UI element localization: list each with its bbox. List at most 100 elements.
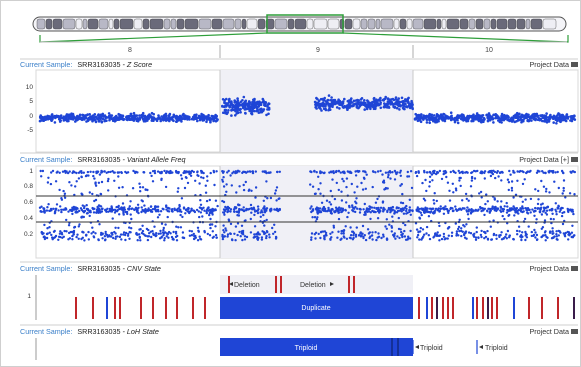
data-point — [93, 177, 96, 180]
data-point — [554, 202, 557, 205]
cnv-segment[interactable] — [418, 297, 420, 319]
cnv-segment[interactable] — [452, 297, 454, 319]
cnv-segment[interactable] — [275, 276, 277, 293]
data-point — [63, 196, 67, 199]
project-data-link[interactable]: Project Data — [529, 60, 569, 69]
chromosome-ideogram[interactable] — [32, 14, 567, 34]
cnv-segment[interactable] — [204, 297, 206, 319]
cnv-segment[interactable] — [176, 297, 178, 319]
data-point — [358, 234, 361, 237]
data-point — [56, 170, 59, 173]
data-point — [166, 215, 169, 219]
cnv-segment[interactable] — [106, 297, 108, 319]
data-point — [192, 232, 195, 236]
ideogram-selection[interactable] — [266, 14, 344, 34]
data-point — [57, 209, 60, 212]
duplicate-segment[interactable] — [220, 297, 413, 319]
cnv-segment[interactable] — [436, 297, 438, 319]
data-point — [451, 182, 454, 185]
data-point — [45, 209, 49, 212]
data-point — [197, 229, 200, 232]
cnv-segment[interactable] — [140, 297, 142, 319]
cnv-segment[interactable] — [152, 297, 154, 319]
data-point — [190, 234, 194, 237]
data-point — [86, 117, 89, 121]
cnv-segment[interactable] — [496, 297, 498, 319]
cnv-segment[interactable] — [447, 297, 449, 319]
cnv-segment[interactable] — [280, 276, 282, 293]
data-point — [329, 203, 333, 206]
ideogram-band — [436, 18, 442, 30]
data-point — [242, 206, 245, 209]
data-point — [156, 170, 160, 173]
data-point — [552, 218, 555, 221]
data-point — [357, 99, 361, 102]
cnv-segment[interactable] — [482, 297, 484, 319]
data-point — [480, 235, 483, 239]
cnv-segment[interactable] — [353, 276, 355, 293]
data-point — [179, 117, 183, 121]
cnv-segment[interactable] — [442, 297, 444, 319]
data-point — [95, 211, 98, 214]
folder-icon[interactable] — [571, 157, 578, 162]
data-point — [98, 173, 102, 176]
data-point — [432, 207, 435, 210]
cnv-segment[interactable] — [573, 297, 575, 319]
cnv-segment[interactable] — [426, 297, 428, 319]
cnv-segment[interactable] — [348, 276, 350, 293]
folder-icon[interactable] — [571, 329, 578, 334]
cnv-segment[interactable] — [119, 297, 121, 319]
data-point — [516, 170, 519, 173]
data-point — [540, 179, 543, 183]
data-point — [418, 116, 421, 119]
cnv-segment[interactable] — [431, 297, 433, 319]
data-point — [95, 171, 98, 174]
ideogram-band — [360, 18, 368, 30]
cnv-segment[interactable] — [192, 297, 194, 319]
data-point — [494, 116, 498, 120]
data-point — [518, 118, 521, 122]
data-point — [123, 208, 127, 211]
data-point — [192, 170, 195, 174]
data-point — [60, 210, 63, 214]
cnv-segment[interactable] — [476, 297, 478, 319]
data-point — [397, 97, 401, 100]
project-data-link[interactable]: Project Data — [529, 327, 569, 336]
data-point — [450, 231, 454, 234]
cnv-segment[interactable] — [557, 297, 559, 319]
triploid-segment[interactable] — [220, 338, 413, 356]
data-point — [389, 103, 393, 106]
cnv-segment[interactable] — [491, 297, 493, 319]
data-point — [454, 171, 457, 174]
data-point — [121, 186, 124, 189]
data-point — [205, 211, 208, 215]
cnv-segment[interactable] — [472, 297, 474, 319]
data-point — [124, 170, 127, 174]
project-data-link[interactable]: Project Data [+] — [519, 155, 569, 164]
cnv-segment[interactable] — [92, 297, 94, 319]
data-point — [243, 238, 247, 241]
cnv-segment[interactable] — [114, 297, 116, 319]
folder-icon[interactable] — [571, 266, 578, 271]
data-point — [450, 114, 453, 118]
project-data-link[interactable]: Project Data — [529, 264, 569, 273]
data-point — [516, 116, 520, 120]
data-point — [209, 217, 212, 221]
data-point — [78, 209, 81, 213]
data-point — [526, 211, 529, 214]
cnv-segment[interactable] — [165, 297, 167, 319]
cnv-segment[interactable] — [228, 276, 230, 293]
cnv-segment[interactable] — [487, 297, 489, 319]
cnv-segment[interactable] — [75, 297, 77, 319]
cnv-segment[interactable] — [541, 297, 543, 319]
folder-icon[interactable] — [571, 62, 578, 67]
data-point — [469, 212, 473, 215]
data-point — [250, 109, 253, 113]
cnv-segment[interactable] — [528, 297, 530, 319]
data-point — [234, 225, 238, 228]
cnv-segment[interactable] — [513, 297, 515, 319]
data-point — [508, 207, 512, 210]
data-point — [329, 211, 333, 215]
data-point — [232, 170, 235, 173]
data-point — [223, 231, 226, 234]
